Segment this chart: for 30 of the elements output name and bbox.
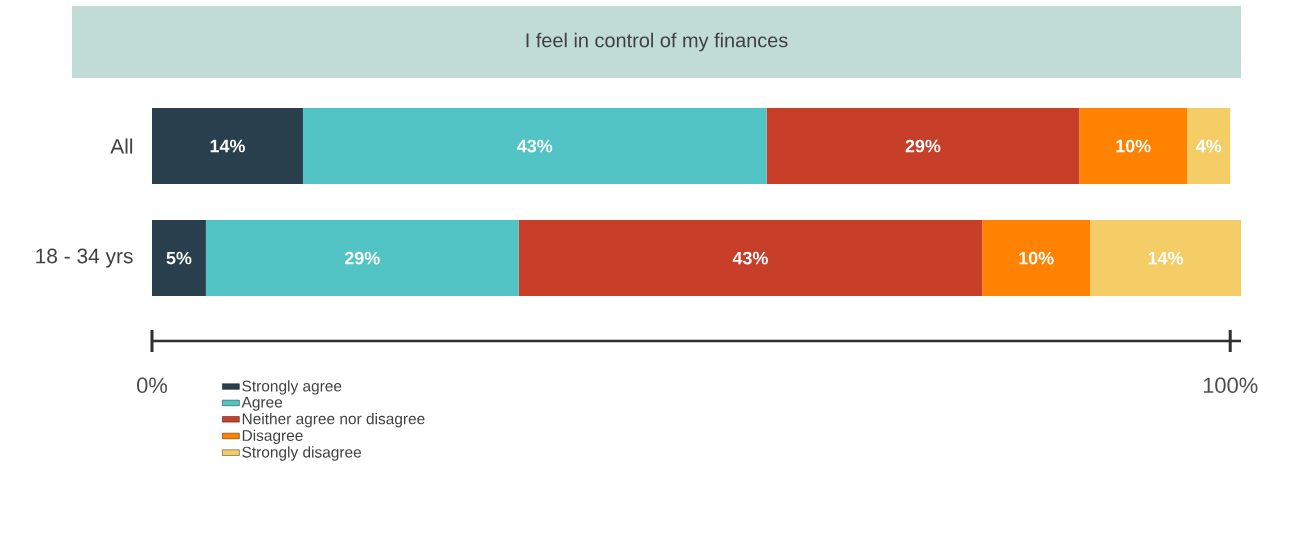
data-label: 10% [1019,251,1054,265]
legend-label: Neither agree nor disagree [242,412,425,428]
legend-label: Disagree [242,429,303,445]
data-label: 4% [1195,139,1222,153]
bar [1079,108,1188,185]
bar [1187,108,1231,185]
bar [766,108,1080,185]
data-label: 43% [732,251,768,265]
legend-label: Strongly disagree [242,446,362,461]
data-label: 29% [344,251,380,265]
data-label: 14% [1148,251,1183,265]
legend-label: Agree [241,396,283,411]
legend-label: Strongly agree [242,380,342,395]
bar [1090,220,1241,297]
bar [302,108,767,185]
data-label: 29% [905,139,941,153]
x-tick-label: 100% [1203,377,1258,394]
data-label: 43% [517,139,553,153]
bar [152,108,303,185]
y-tick-label: All [110,138,133,154]
data-label: 14% [210,139,245,153]
y-tick-label: 18 - 34 yrs [36,248,133,268]
bar [205,220,519,297]
x-tick-label: 0% [137,377,168,394]
bar [152,220,206,297]
data-label: 5% [166,251,192,265]
bar [518,220,983,297]
bar [982,220,1091,297]
data-label: 10% [1116,139,1151,153]
chart-title: I feel in control of my finances [526,32,788,52]
